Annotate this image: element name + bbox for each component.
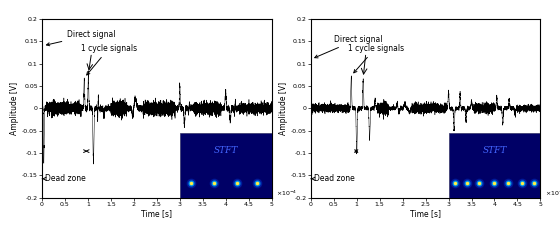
Text: $\times10^{-4}$: $\times10^{-4}$ (545, 188, 560, 198)
Text: 1 cycle signals: 1 cycle signals (348, 44, 404, 73)
Text: STFT: STFT (482, 146, 507, 155)
Y-axis label: Amplitude [V]: Amplitude [V] (10, 82, 19, 135)
Text: STFT: STFT (213, 146, 238, 155)
Text: $\times10^{-4}$: $\times10^{-4}$ (276, 188, 297, 198)
Bar (449, 133, 540, 198)
Text: Dead zone: Dead zone (311, 174, 355, 183)
Text: Direct signal: Direct signal (315, 35, 382, 58)
X-axis label: Time [s]: Time [s] (410, 209, 441, 218)
Bar (180, 133, 272, 198)
X-axis label: Time [s]: Time [s] (141, 209, 172, 218)
Text: 1 cycle signals: 1 cycle signals (81, 44, 137, 75)
Text: Direct signal: Direct signal (46, 30, 116, 46)
Y-axis label: Amplitude [V]: Amplitude [V] (279, 82, 288, 135)
Text: Dead zone: Dead zone (43, 174, 86, 183)
